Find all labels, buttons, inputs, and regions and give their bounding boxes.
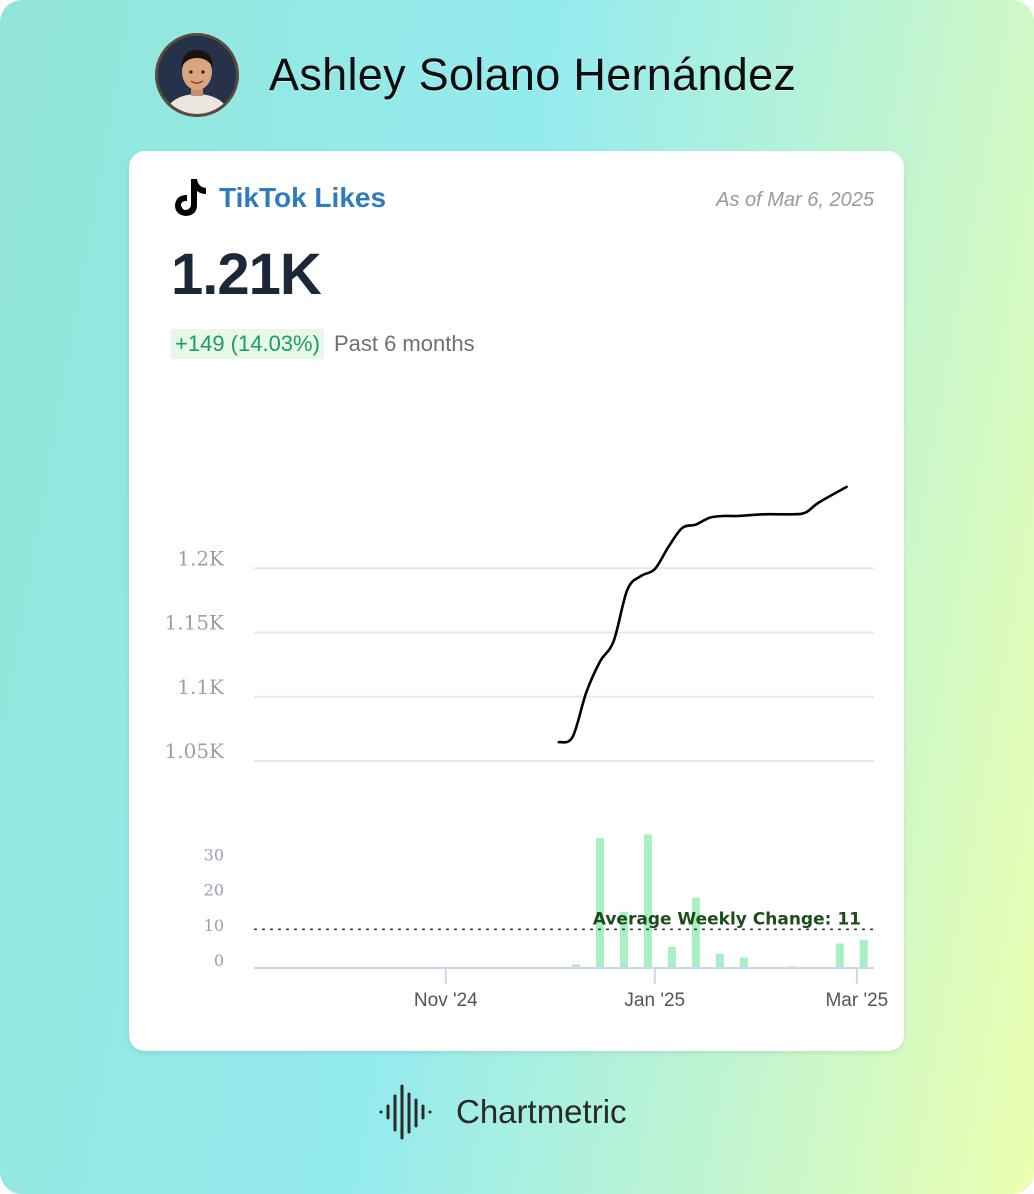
weekly-change-bar [643, 834, 652, 968]
metric-card: TikTok Likes As of Mar 6, 2025 1.21K +14… [129, 151, 904, 1051]
change-period: Past 6 months [333, 331, 475, 356]
average-weekly-label: Average Weekly Change: 11 [593, 909, 861, 929]
bar-y-tick-label: 20 [204, 881, 224, 900]
x-axis-tick-label: Jan '25 [624, 990, 685, 1011]
change-row: +149 (14.03%) Past 6 months [171, 329, 475, 359]
weekly-change-bar [739, 957, 748, 968]
brand-name: Chartmetric [456, 1093, 627, 1130]
bar-y-tick-label: 0 [214, 951, 224, 970]
weekly-change-bar [571, 964, 580, 968]
bar-y-tick-label: 10 [204, 916, 224, 935]
artist-avatar [155, 33, 239, 117]
x-axis-tick-label: Nov '24 [414, 990, 478, 1011]
line-y-tick-label: 1.1K [177, 675, 225, 699]
chartmetric-logo-icon [379, 1084, 432, 1140]
metric-value: 1.21K [171, 242, 322, 307]
weekly-change-bar [595, 837, 604, 968]
tiktok-icon [175, 179, 206, 216]
artist-header: Ashley Solano Hernández [155, 30, 796, 120]
weekly-change-bar [667, 946, 676, 968]
as-of-date: As of Mar 6, 2025 [716, 189, 874, 211]
likes-line-series [557, 485, 848, 744]
weekly-change-bar [859, 939, 868, 968]
metric-title: TikTok Likes [219, 182, 387, 213]
weekly-change-bar [715, 953, 724, 968]
weekly-change-bar [691, 897, 700, 968]
weekly-change-bar [619, 911, 628, 968]
line-y-tick-label: 1.15K [165, 611, 226, 635]
bar-y-tick-label: 30 [204, 846, 224, 865]
metric-chart: 1.05K 1.1K 1.15K 1.2K 0 10 20 30 Average Weekly … [165, 485, 888, 1011]
artist-name: Ashley Solano Hernández [269, 49, 797, 100]
metric-heading: TikTok Likes [171, 177, 386, 219]
change-badge: +149 (14.03%) [171, 329, 324, 359]
x-axis-tick-label: Mar '25 [825, 990, 888, 1011]
weekly-change-bar [835, 943, 844, 968]
line-y-tick-label: 1.05K [165, 739, 226, 763]
line-y-tick-label: 1.2K [177, 546, 225, 570]
footer: Chartmetric [378, 1082, 627, 1142]
